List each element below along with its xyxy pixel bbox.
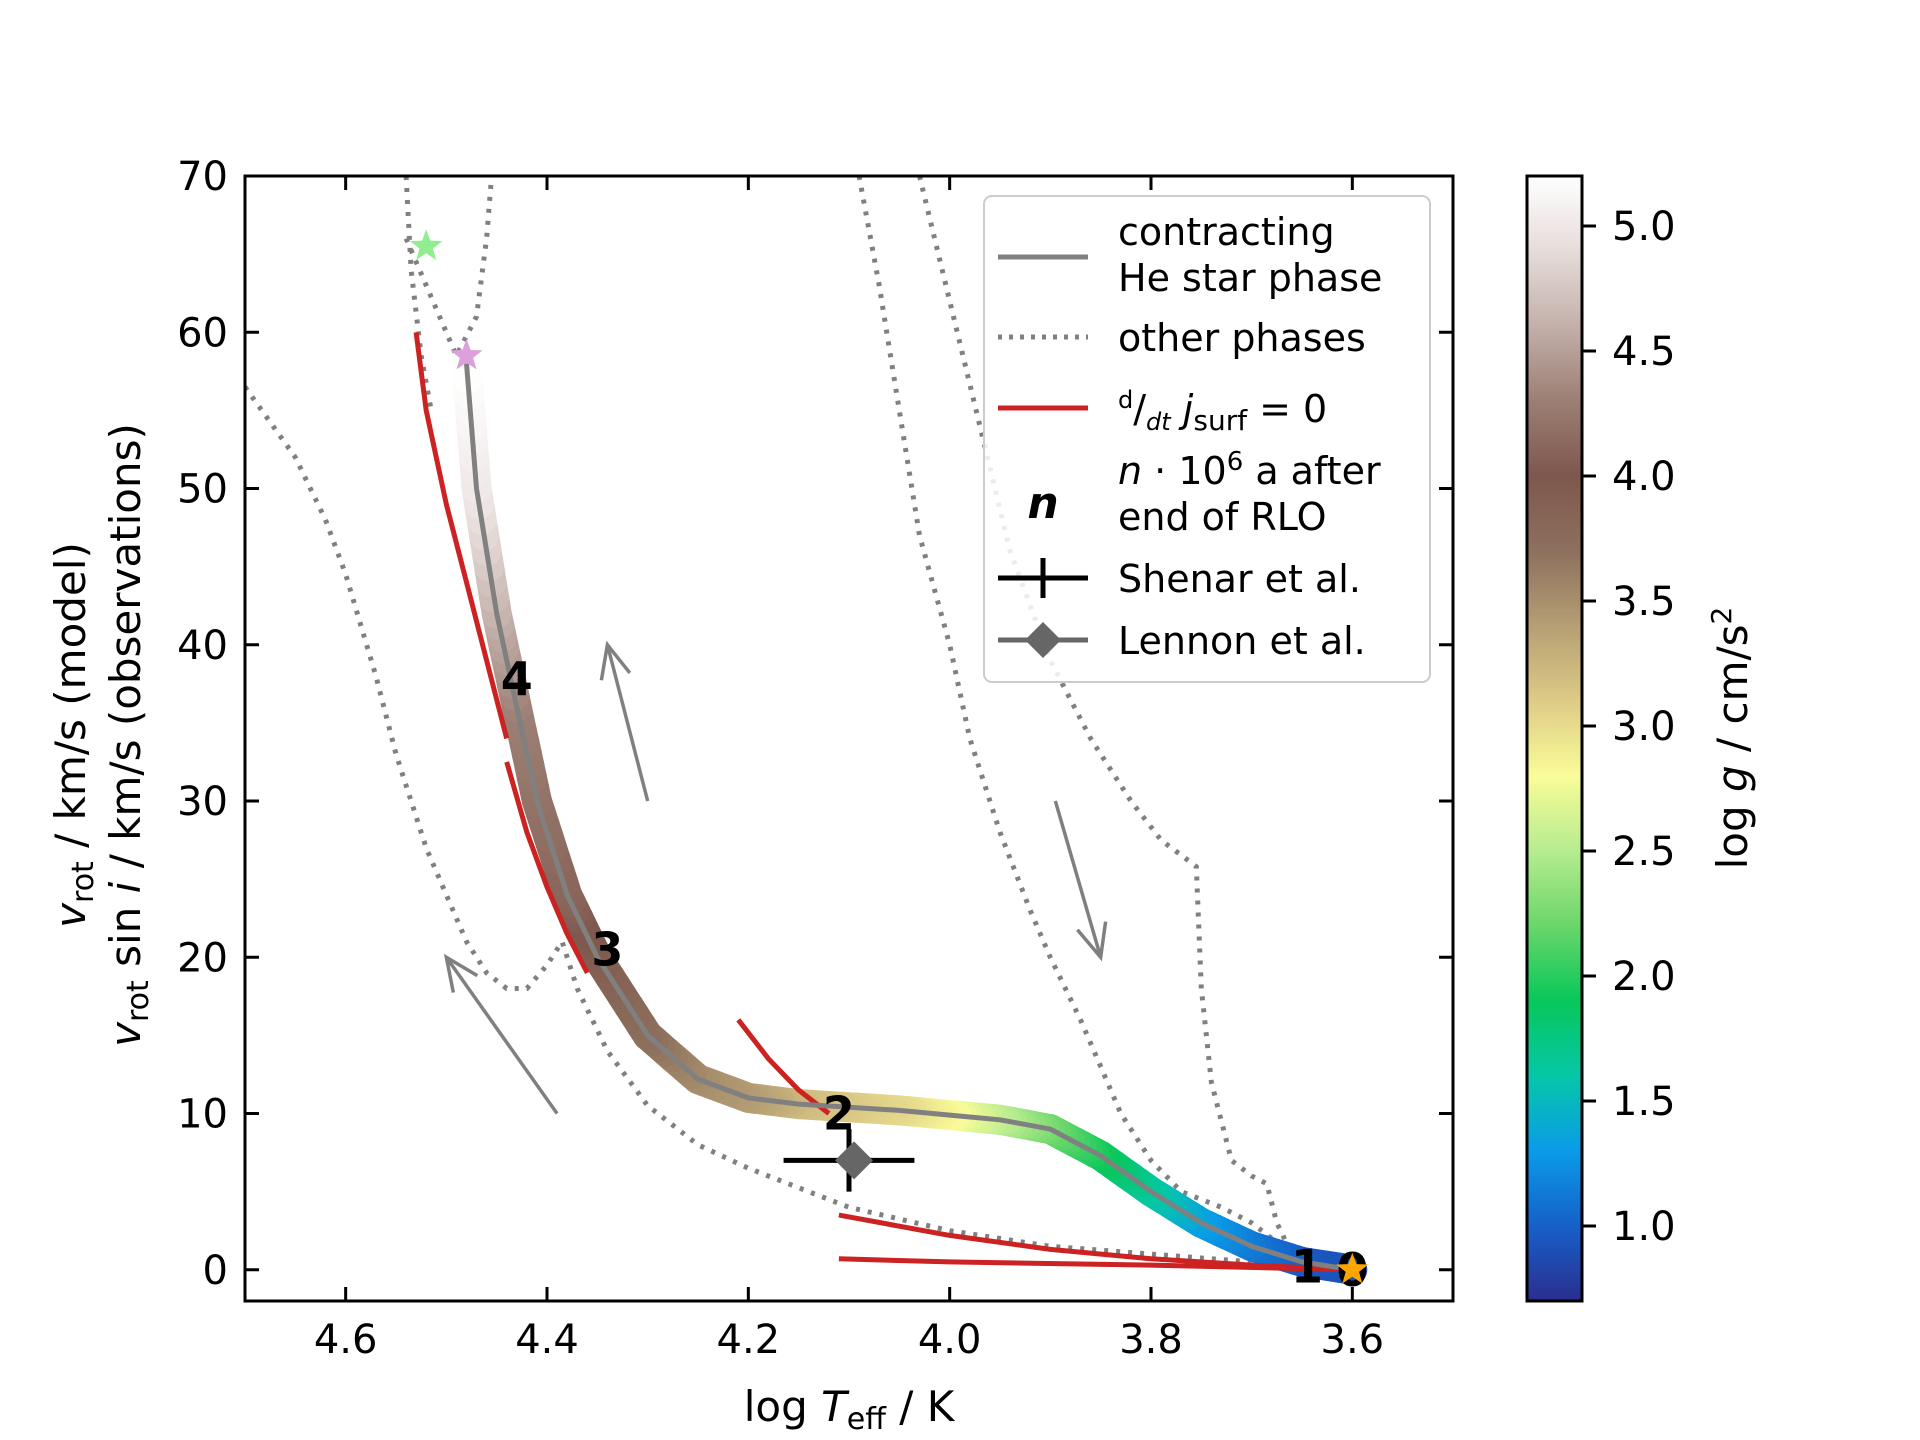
colorbar-tick-label: 5.0 bbox=[1612, 204, 1676, 250]
age-marker-4: 4 bbox=[501, 652, 533, 706]
legend-label-contracting-1: contracting bbox=[1118, 210, 1335, 254]
star-marker-3 bbox=[1336, 1252, 1369, 1284]
djsurf-zero-line-2 bbox=[504, 761, 590, 975]
colorbar-tick-label: 3.5 bbox=[1612, 579, 1676, 625]
colorbar-tick-label: 1.5 bbox=[1612, 1079, 1676, 1125]
axis-ticks: 4.6 4.4 4.2 4.0 3.8 3.6 0 10 20 30 40 50 60 70 bbox=[177, 154, 1453, 1363]
age-marker-1: 1 bbox=[1291, 1240, 1323, 1294]
colorbar: 1.0 1.5 2.0 2.5 3.0 3.5 4.0 4.5 5.0 log g / cm/s… bbox=[1525, 174, 1757, 1303]
other-phase-track-5 bbox=[917, 176, 1353, 1273]
y-tick-label: 0 bbox=[203, 1248, 228, 1294]
y-tick-label: 10 bbox=[177, 1092, 228, 1138]
other-phase-track-3 bbox=[403, 176, 495, 362]
colorbar-tick-label: 2.5 bbox=[1612, 829, 1676, 875]
x-tick-label: 4.4 bbox=[515, 1317, 579, 1363]
colorbar-tick-label: 3.0 bbox=[1612, 704, 1676, 750]
y-axis-label-observations: vrot sin i / km/s (observations) bbox=[101, 423, 156, 1047]
x-tick-label: 4.0 bbox=[918, 1317, 982, 1363]
legend-label-other-phases: other phases bbox=[1118, 316, 1366, 360]
legend-label-shenar: Shenar et al. bbox=[1118, 557, 1361, 601]
x-axis-label: log Teff / K bbox=[744, 1382, 956, 1437]
lennon-diamond-marker bbox=[835, 1141, 874, 1180]
direction-arrow-3 bbox=[1053, 800, 1108, 962]
legend: contracting He star phase other phases d… bbox=[983, 195, 1431, 683]
y-tick-label: 40 bbox=[177, 623, 228, 669]
legend-label-age-2: end of RLO bbox=[1118, 495, 1327, 539]
y-tick-label: 70 bbox=[177, 154, 228, 200]
star-marker-1 bbox=[410, 229, 443, 261]
direction-arrow-2 bbox=[599, 640, 650, 802]
colorbar-tick-label: 2.0 bbox=[1612, 954, 1676, 1000]
data-layer bbox=[245, 176, 1368, 1285]
colorbar-tick-label: 1.0 bbox=[1612, 1204, 1676, 1250]
age-marker-2: 2 bbox=[823, 1087, 855, 1141]
direction-arrow-1 bbox=[443, 953, 559, 1115]
djsurf-zero-line-5 bbox=[838, 1256, 1353, 1273]
colorbar-tick-label: 4.5 bbox=[1612, 329, 1676, 375]
age-marker-3: 3 bbox=[591, 922, 623, 976]
plot-frame bbox=[243, 174, 1455, 1303]
djsurf-zero-line-3 bbox=[736, 1018, 831, 1116]
y-tick-label: 60 bbox=[177, 310, 228, 356]
x-tick-label: 3.6 bbox=[1321, 1317, 1385, 1363]
y-tick-label: 20 bbox=[177, 935, 228, 981]
other-phase-track-1 bbox=[245, 385, 1353, 1273]
x-tick-label: 4.6 bbox=[314, 1317, 378, 1363]
y-axis-label-model: vrot / km/s (model) bbox=[46, 542, 101, 928]
legend-label-contracting-2: He star phase bbox=[1118, 256, 1382, 300]
djsurf-zero-line-1 bbox=[413, 331, 510, 740]
y-tick-label: 50 bbox=[177, 467, 228, 513]
legend-handle-age-symbol: n bbox=[1027, 478, 1058, 529]
legend-box bbox=[983, 195, 1431, 683]
legend-label-age-1: n · 106 a after bbox=[1118, 447, 1381, 493]
colorbar-tick-label: 4.0 bbox=[1612, 454, 1676, 500]
y-tick-label: 30 bbox=[177, 779, 228, 825]
colorbar-label: log g / cm/s2 bbox=[1705, 607, 1757, 870]
star-marker-2 bbox=[450, 338, 483, 370]
colorbar-gradient bbox=[1525, 174, 1584, 1303]
x-tick-label: 3.8 bbox=[1119, 1317, 1183, 1363]
annotation-layer: 01234 bbox=[410, 229, 1369, 1297]
legend-label-djsurf: d/dt jsurf = 0 bbox=[1118, 386, 1327, 437]
colorbar-ticks: 1.0 1.5 2.0 2.5 3.0 3.5 4.0 4.5 5.0 bbox=[1582, 204, 1676, 1250]
legend-label-lennon: Lennon et al. bbox=[1118, 619, 1366, 663]
x-tick-label: 4.2 bbox=[717, 1317, 781, 1363]
contracting-he-star-track bbox=[464, 363, 1353, 1273]
legend-handle-lennon-diamond bbox=[1025, 622, 1061, 658]
